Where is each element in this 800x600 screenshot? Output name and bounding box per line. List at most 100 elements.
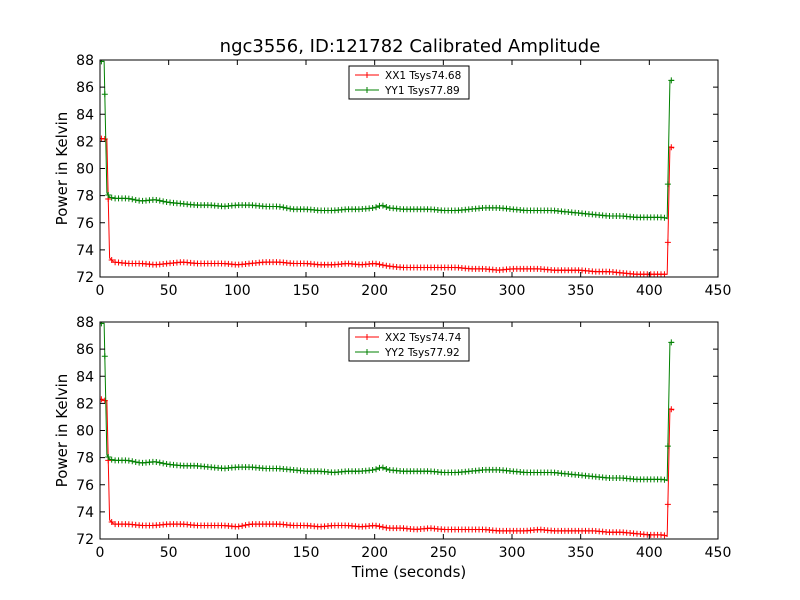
data-point <box>160 460 167 467</box>
data-point <box>373 204 380 211</box>
data-point <box>108 456 115 463</box>
x-tick-label: 200 <box>361 545 388 561</box>
data-point <box>132 196 139 203</box>
y-tick-label: 80 <box>76 162 94 178</box>
x-tick-label: 250 <box>430 545 457 561</box>
legend-marker <box>364 349 370 355</box>
x-tick-label: 150 <box>293 545 320 561</box>
data-point <box>369 205 376 212</box>
y-tick-label: 74 <box>76 243 94 259</box>
x-tick-label: 0 <box>96 283 105 299</box>
data-point <box>664 443 671 450</box>
data-point <box>661 214 668 221</box>
data-point <box>125 457 132 464</box>
x-tick-label: 200 <box>361 283 388 299</box>
data-point <box>661 271 668 277</box>
legend-box <box>348 327 470 362</box>
data-point <box>129 458 136 465</box>
series-yy <box>100 322 675 483</box>
data-point <box>383 466 390 473</box>
data-point <box>376 523 383 530</box>
legend-entry: XX1 Tsys74.68 <box>355 70 461 82</box>
data-point <box>379 262 386 269</box>
data-point <box>156 197 163 204</box>
data-point <box>383 204 390 211</box>
data-point <box>125 195 132 202</box>
x-tick-label: 0 <box>96 545 105 561</box>
legend-label: XX2 Tsys74.74 <box>385 332 462 344</box>
data-point <box>668 144 675 151</box>
legend: XX1 Tsys74.68 YY1 Tsys77.89 <box>348 65 470 100</box>
data-point <box>373 260 380 267</box>
data-point <box>280 204 287 211</box>
legend-box <box>348 65 470 100</box>
y-tick-label: 78 <box>76 451 94 467</box>
data-point <box>129 196 136 203</box>
series-xx <box>100 396 675 539</box>
x-tick-label: 50 <box>160 545 178 561</box>
legend-entry: XX2 Tsys74.74 <box>355 332 462 344</box>
legend-marker <box>364 87 370 93</box>
x-tick-label: 450 <box>705 283 732 299</box>
data-point <box>373 522 380 529</box>
data-point <box>153 196 160 203</box>
data-point <box>156 459 163 466</box>
data-point <box>283 205 290 212</box>
data-point <box>379 202 386 209</box>
data-point <box>163 198 170 205</box>
data-point <box>379 464 386 471</box>
data-point <box>163 460 170 467</box>
legend-entry: YY2 Tsys77.92 <box>355 347 460 359</box>
subplot-top: 0 50 100 150 200 250 300 350 400 450 72 74 76 78 80 82 8… <box>53 53 731 299</box>
x-tick-label: 100 <box>224 545 251 561</box>
legend: XX2 Tsys74.74 YY2 Tsys77.92 <box>348 327 470 362</box>
data-point <box>160 198 167 205</box>
data-point <box>108 257 115 264</box>
x-tick-label: 400 <box>636 283 663 299</box>
x-tick-label: 250 <box>430 283 457 299</box>
data-point <box>668 406 675 413</box>
y-tick-label: 86 <box>76 342 94 358</box>
y-tick-label: 72 <box>76 532 94 548</box>
y-tick-label: 86 <box>76 80 94 96</box>
data-point <box>369 467 376 474</box>
data-point <box>132 458 139 465</box>
data-point <box>101 91 108 98</box>
y-tick-label: 82 <box>76 134 94 150</box>
data-point <box>668 339 675 346</box>
y-axis-label: Power in Kelvin <box>53 112 71 226</box>
x-tick-label: 50 <box>160 283 178 299</box>
x-tick-label: 300 <box>499 283 526 299</box>
data-point <box>661 476 668 483</box>
data-point <box>235 523 242 530</box>
y-tick-label: 78 <box>76 189 94 205</box>
data-point <box>100 396 105 403</box>
data-point <box>242 522 249 529</box>
legend-label: YY2 Tsys77.92 <box>384 347 460 359</box>
data-point <box>664 181 671 188</box>
legend-label: YY1 Tsys77.89 <box>384 85 460 97</box>
chart-title: ngc3556, ID:121782 Calibrated Amplitude <box>220 36 601 57</box>
y-tick-label: 82 <box>76 396 94 412</box>
data-point <box>108 519 115 526</box>
y-axis-label: Power in Kelvin <box>53 374 71 488</box>
y-tick-label: 88 <box>76 315 94 331</box>
data-point <box>373 466 380 473</box>
data-point <box>379 524 386 531</box>
y-tick-label: 84 <box>76 369 94 385</box>
data-point <box>105 191 112 198</box>
y-tick-label: 80 <box>76 424 94 440</box>
x-axis-label: Time (seconds) <box>351 563 467 581</box>
y-tick-label: 88 <box>76 53 94 69</box>
data-point <box>668 77 675 84</box>
data-point <box>108 194 115 201</box>
data-point <box>100 60 105 65</box>
series-xx <box>100 135 675 277</box>
y-tick-label: 72 <box>76 270 94 286</box>
legend-marker <box>364 334 370 340</box>
data-point <box>101 397 108 404</box>
legend-label: XX1 Tsys74.68 <box>385 70 461 82</box>
data-point <box>100 322 105 327</box>
y-tick-label: 84 <box>76 107 94 123</box>
